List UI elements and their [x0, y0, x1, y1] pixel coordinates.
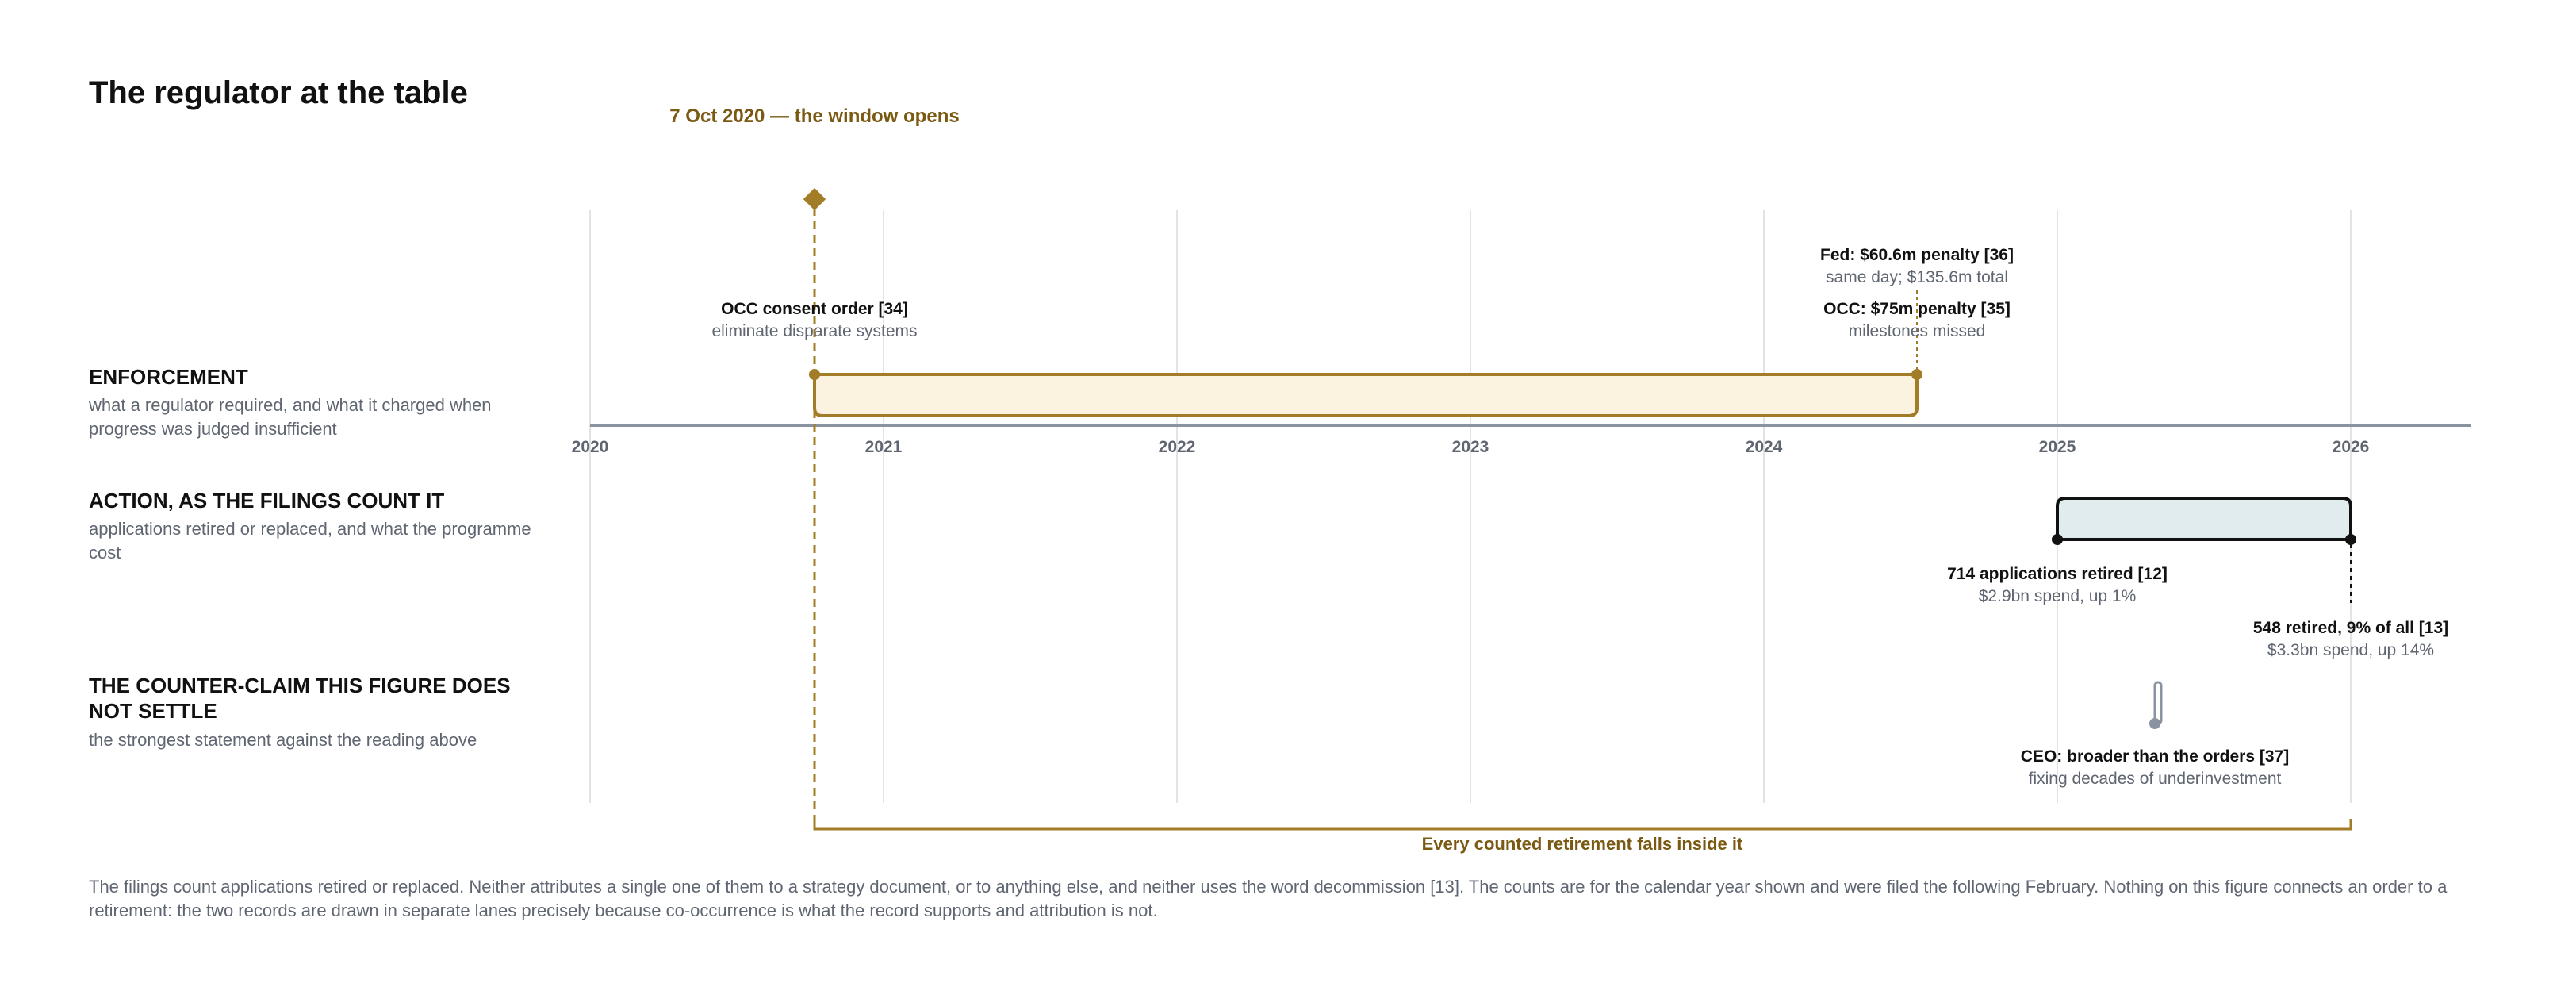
retired-2025-title: 548 retired, 9% of all [13] — [2253, 619, 2448, 637]
page-title: The regulator at the table — [89, 75, 468, 110]
action-annotations: 714 applications retired [12] $2.9bn spe… — [1947, 565, 2448, 659]
window-bracket — [813, 819, 2352, 831]
tick-label-2022: 2022 — [1159, 438, 1196, 456]
enforcement-annotations: OCC consent order [34] eliminate dispara… — [711, 246, 2014, 340]
tick-label-2026: 2026 — [2333, 438, 2370, 456]
lane-counterclaim-title: THE COUNTER-CLAIM THIS FIGURE DOES NOT S… — [89, 674, 516, 723]
lane-labels: ENFORCEMENT what a regulator required, a… — [88, 365, 536, 750]
occ-consent-title: OCC consent order [34] — [721, 300, 908, 318]
tick-label-2020: 2020 — [572, 438, 609, 456]
fed-penalty-sub: same day; $135.6m total — [1826, 268, 2008, 286]
tick-label-2023: 2023 — [1452, 438, 1489, 456]
retired-2025-marker — [2345, 534, 2356, 545]
lane-enforcement-subtitle: what a regulator required, and what it c… — [88, 395, 496, 439]
tick-label-2024: 2024 — [1746, 438, 1783, 456]
occ-penalty-title: OCC: $75m penalty [35] — [1823, 300, 2011, 318]
footnote: The filings count applications retired o… — [89, 877, 2448, 920]
lane-enforcement-title: ENFORCEMENT — [89, 365, 248, 389]
retired-2025-sub: $3.3bn spend, up 14% — [2267, 641, 2434, 659]
penalty-marker — [1911, 369, 1922, 380]
ceo-statement-bar — [2153, 681, 2163, 725]
bracket-label: Every counted retirement falls inside it — [1422, 834, 1743, 854]
tick-label-2025: 2025 — [2039, 438, 2076, 456]
window-opens-label: 7 Oct 2020 — the window opens — [669, 106, 959, 127]
lane-action-subtitle: applications retired or replaced, and wh… — [89, 519, 536, 563]
tick-label-2021: 2021 — [865, 438, 903, 456]
retired-2024-marker — [2052, 534, 2063, 545]
axis-tick-labels: 2020 2021 2022 2023 2024 2025 2026 — [572, 438, 2370, 456]
ceo-title: CEO: broader than the orders [37] — [2021, 747, 2289, 766]
window-diamond-marker — [803, 187, 826, 211]
enforcement-period-bar — [813, 373, 1919, 417]
ceo-sub: fixing decades of underinvestment — [2029, 770, 2282, 788]
occ-consent-sub: eliminate disparate systems — [711, 322, 917, 340]
lane-counterclaim-subtitle: the strongest statement against the read… — [89, 730, 477, 750]
fed-penalty-title: Fed: $60.6m penalty [36] — [1820, 246, 2014, 264]
lane-action-title: ACTION, AS THE FILINGS COUNT IT — [89, 489, 444, 513]
occ-penalty-sub: milestones missed — [1849, 322, 1986, 340]
retired-2024-sub: $2.9bn spend, up 1% — [1979, 587, 2137, 605]
action-period-bar — [2056, 497, 2352, 541]
retired-2024-title: 714 applications retired [12] — [1947, 565, 2168, 583]
ceo-statement-marker — [2149, 718, 2160, 729]
counterclaim-annotations: CEO: broader than the orders [37] fixing… — [2021, 747, 2289, 788]
